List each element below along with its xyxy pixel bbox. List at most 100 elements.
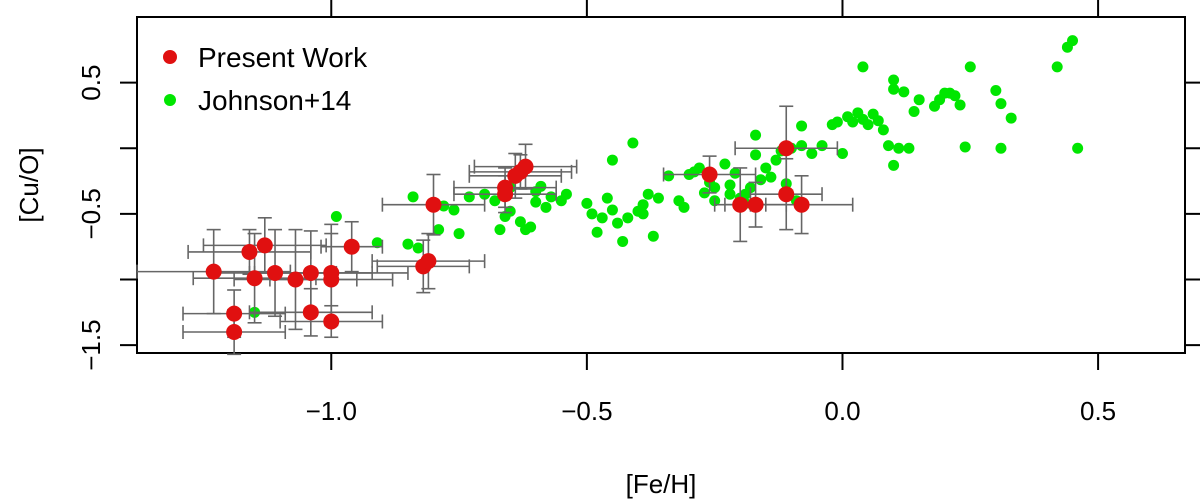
present-work-point bbox=[732, 196, 749, 213]
present-work-point bbox=[778, 186, 795, 203]
present-work-point bbox=[246, 270, 263, 287]
johnson-point bbox=[888, 74, 900, 86]
johnson-point bbox=[433, 224, 445, 236]
present-work-point bbox=[302, 264, 319, 281]
johnson-point bbox=[796, 120, 808, 132]
plot-frame bbox=[136, 16, 1186, 354]
johnson-point bbox=[898, 86, 910, 98]
present-work-point bbox=[287, 271, 304, 288]
y-tick-label: 0.5 bbox=[76, 65, 106, 101]
x-tick-label: 0.0 bbox=[824, 396, 860, 426]
johnson-point bbox=[581, 197, 593, 209]
x-tick-label: 0.5 bbox=[1080, 396, 1116, 426]
y-axis-title: [Cu/O] bbox=[14, 147, 44, 222]
present-work-point bbox=[793, 196, 810, 213]
johnson-point bbox=[882, 140, 894, 152]
johnson-point bbox=[591, 226, 603, 238]
johnson-point bbox=[494, 224, 506, 236]
legend-marker-present-work bbox=[163, 50, 177, 64]
johnson-point bbox=[601, 192, 613, 204]
johnson-point bbox=[847, 116, 859, 128]
johnson-point bbox=[877, 124, 889, 136]
johnson-point bbox=[627, 137, 639, 149]
johnson-point bbox=[719, 158, 731, 170]
johnson-point bbox=[765, 171, 777, 183]
johnson-point bbox=[949, 90, 961, 102]
johnson-point bbox=[330, 211, 342, 222]
johnson-point bbox=[678, 201, 690, 213]
johnson-point bbox=[663, 170, 675, 182]
johnson-point bbox=[893, 142, 905, 154]
present-work-point bbox=[517, 158, 534, 175]
y-tick-label: −0.5 bbox=[76, 188, 106, 239]
johnson-point bbox=[371, 237, 383, 249]
johnson-point bbox=[637, 208, 649, 220]
johnson-point bbox=[724, 179, 736, 191]
present-work-point bbox=[323, 271, 340, 288]
johnson-point bbox=[954, 99, 966, 111]
johnson-point bbox=[448, 204, 460, 216]
present-work-point bbox=[241, 243, 258, 260]
johnson-point bbox=[693, 162, 705, 174]
johnson-point bbox=[913, 94, 925, 106]
johnson-point bbox=[525, 221, 537, 233]
johnson-point bbox=[831, 116, 843, 128]
legend-label-johnson: Johnson+14 bbox=[198, 85, 351, 116]
johnson-point bbox=[959, 141, 971, 153]
johnson-point bbox=[908, 106, 920, 117]
johnson-point bbox=[760, 162, 772, 174]
present-work-point bbox=[226, 305, 243, 322]
johnson-point bbox=[964, 61, 976, 73]
johnson-point bbox=[755, 174, 767, 186]
johnson-point bbox=[514, 216, 526, 228]
johnson-point bbox=[995, 98, 1007, 110]
legend-label-present-work: Present Work bbox=[198, 42, 368, 73]
johnson-point bbox=[622, 212, 634, 224]
present-work-point bbox=[778, 140, 795, 157]
johnson-point bbox=[836, 148, 848, 159]
x-tick-label: −1.0 bbox=[306, 396, 357, 426]
johnson-point bbox=[642, 188, 654, 200]
johnson-point bbox=[596, 212, 608, 224]
present-work-point bbox=[302, 304, 319, 321]
present-work-point bbox=[747, 196, 764, 213]
present-work-point bbox=[205, 263, 222, 280]
johnson-point bbox=[489, 195, 501, 207]
legend: Present Work Johnson+14 bbox=[163, 42, 368, 116]
johnson-point bbox=[903, 142, 915, 154]
johnson-point bbox=[606, 154, 618, 166]
johnson-point bbox=[560, 188, 572, 200]
johnson-point bbox=[888, 159, 900, 171]
johnson-point bbox=[796, 140, 808, 152]
present-work-point bbox=[425, 196, 442, 213]
johnson-point bbox=[862, 119, 874, 131]
johnson-point bbox=[453, 228, 465, 240]
johnson-point bbox=[412, 242, 424, 254]
johnson-point bbox=[750, 149, 762, 161]
legend-marker-johnson bbox=[164, 94, 176, 106]
johnson-point bbox=[857, 61, 869, 73]
johnson-point bbox=[1005, 112, 1017, 124]
johnson-point bbox=[888, 83, 900, 95]
johnson-point bbox=[637, 199, 649, 211]
tick-labels: −1.0 −0.5 0.0 0.5 −1.5 −0.5 0.5 bbox=[76, 65, 1116, 426]
johnson-point bbox=[806, 148, 818, 159]
johnson-point bbox=[647, 230, 659, 242]
johnson-point bbox=[606, 204, 618, 216]
johnson-point bbox=[612, 217, 624, 229]
present-work-point bbox=[420, 253, 437, 270]
johnson-point bbox=[504, 205, 516, 217]
johnson-point bbox=[402, 238, 414, 250]
johnson-point bbox=[545, 191, 557, 203]
johnson-point bbox=[709, 182, 721, 194]
johnson-point bbox=[586, 208, 598, 220]
x-tick-label: −0.5 bbox=[561, 396, 612, 426]
johnson-point bbox=[724, 188, 736, 200]
present-work-point bbox=[323, 313, 340, 330]
johnson-point bbox=[535, 180, 547, 192]
johnson-point bbox=[463, 191, 475, 203]
johnson-point bbox=[990, 85, 1002, 96]
johnson-point bbox=[750, 129, 762, 141]
johnson-point bbox=[816, 140, 828, 152]
